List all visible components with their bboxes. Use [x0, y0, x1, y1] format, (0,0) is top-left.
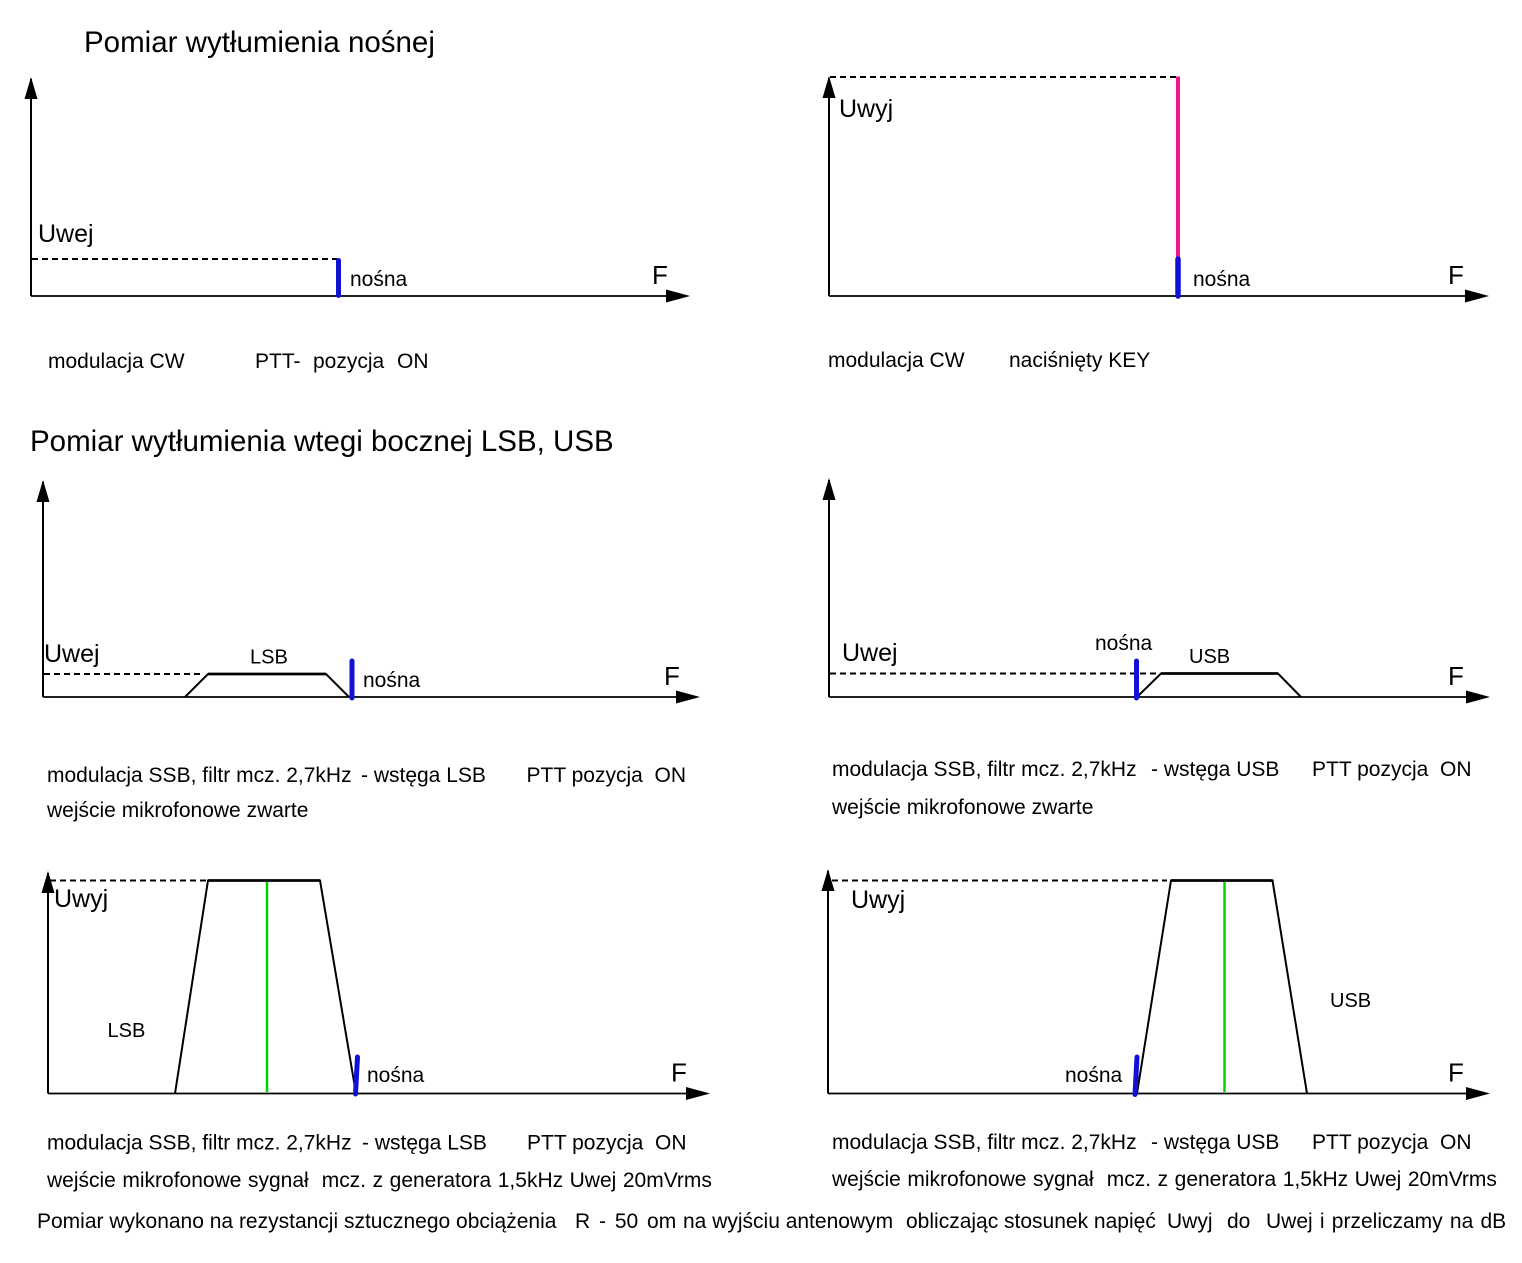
svg-text:wejście mikrofonowe zwarte: wejście mikrofonowe zwarte [831, 796, 1093, 819]
svg-text:pozycja: pozycja [313, 350, 385, 373]
svg-text:LSB: LSB [108, 1020, 146, 1042]
svg-text:Uwej: Uwej [44, 640, 100, 668]
svg-text:Uwyj: Uwyj [839, 95, 893, 123]
svg-text:F: F [652, 260, 668, 290]
svg-text:modulacja SSB, filtr mcz. 2,7k: modulacja SSB, filtr mcz. 2,7kHz [47, 764, 352, 787]
svg-text:do: do [1227, 1210, 1250, 1233]
svg-text:- wstęga LSB: - wstęga LSB [362, 1132, 487, 1155]
svg-text:R - 50 om: R - 50 om [575, 1210, 676, 1233]
svg-text:PTT pozycja ON: PTT pozycja ON [527, 764, 687, 787]
svg-text:modulacja CW: modulacja CW [828, 349, 965, 372]
svg-text:ON: ON [397, 350, 429, 373]
svg-text:modulacja SSB, filtr mcz. 2,7k: modulacja SSB, filtr mcz. 2,7kHz [47, 1132, 352, 1155]
svg-text:F: F [1448, 260, 1464, 290]
svg-text:LSB: LSB [250, 647, 288, 669]
svg-text:naciśnięty KEY: naciśnięty KEY [1009, 349, 1150, 372]
svg-text:F: F [1448, 1058, 1464, 1088]
svg-text:wejście mikrofonowe zwarte: wejście mikrofonowe zwarte [46, 799, 308, 822]
svg-text:Uwej: Uwej [842, 639, 898, 667]
svg-text:wejście mikrofonowe sygnał mc: wejście mikrofonowe sygnał mcz. z genera… [46, 1169, 712, 1192]
svg-text:F: F [1448, 661, 1464, 691]
svg-text:Uwej: Uwej [38, 220, 94, 248]
svg-text:modulacja SSB, filtr mcz. 2,7k: modulacja SSB, filtr mcz. 2,7kHz [832, 1131, 1137, 1154]
svg-text:nośna: nośna [1095, 632, 1153, 655]
svg-text:Pomiar wykonano na rezystancji: Pomiar wykonano na rezystancji sztuczneg… [37, 1210, 557, 1233]
svg-text:obliczając stosunek napięć: obliczając stosunek napięć [906, 1210, 1156, 1233]
svg-text:PTT pozycja ON: PTT pozycja ON [527, 1132, 687, 1155]
svg-text:PTT-: PTT- [255, 350, 301, 373]
svg-text:wejście mikrofonowe sygnał mc: wejście mikrofonowe sygnał mcz. z genera… [831, 1168, 1497, 1191]
svg-text:Uwyj: Uwyj [54, 885, 108, 913]
svg-text:Uwyj: Uwyj [1167, 1210, 1213, 1233]
svg-text:USB: USB [1330, 990, 1371, 1012]
svg-text:Pomiar wytłumienia nośnej: Pomiar wytłumienia nośnej [84, 26, 435, 59]
svg-text:- wstęga USB: - wstęga USB [1151, 1131, 1279, 1154]
svg-text:Uwyj: Uwyj [851, 886, 905, 914]
svg-text:nośna: nośna [350, 268, 408, 291]
svg-text:PTT pozycja ON: PTT pozycja ON [1312, 758, 1472, 781]
svg-text:nośna: nośna [367, 1064, 425, 1087]
svg-text:F: F [671, 1058, 687, 1088]
svg-text:F: F [664, 661, 680, 691]
svg-text:nośna: nośna [1065, 1064, 1123, 1087]
svg-text:na wyjściu antenowym: na wyjściu antenowym [683, 1210, 893, 1233]
svg-text:- wstęga LSB: - wstęga LSB [361, 764, 486, 787]
svg-text:PTT pozycja ON: PTT pozycja ON [1312, 1131, 1472, 1154]
svg-text:nośna: nośna [363, 669, 421, 692]
svg-text:Pomiar wytłumienia wtegi boczn: Pomiar wytłumienia wtegi bocznej LSB, US… [30, 425, 614, 458]
svg-text:modulacja SSB, filtr mcz. 2,7k: modulacja SSB, filtr mcz. 2,7kHz [832, 758, 1137, 781]
svg-text:modulacja CW: modulacja CW [48, 350, 185, 373]
svg-text:- wstęga USB: - wstęga USB [1151, 758, 1279, 781]
svg-text:nośna: nośna [1193, 268, 1251, 291]
svg-text:Uwej i przeliczamy na dB: Uwej i przeliczamy na dB [1266, 1210, 1506, 1233]
svg-text:USB: USB [1189, 646, 1230, 668]
